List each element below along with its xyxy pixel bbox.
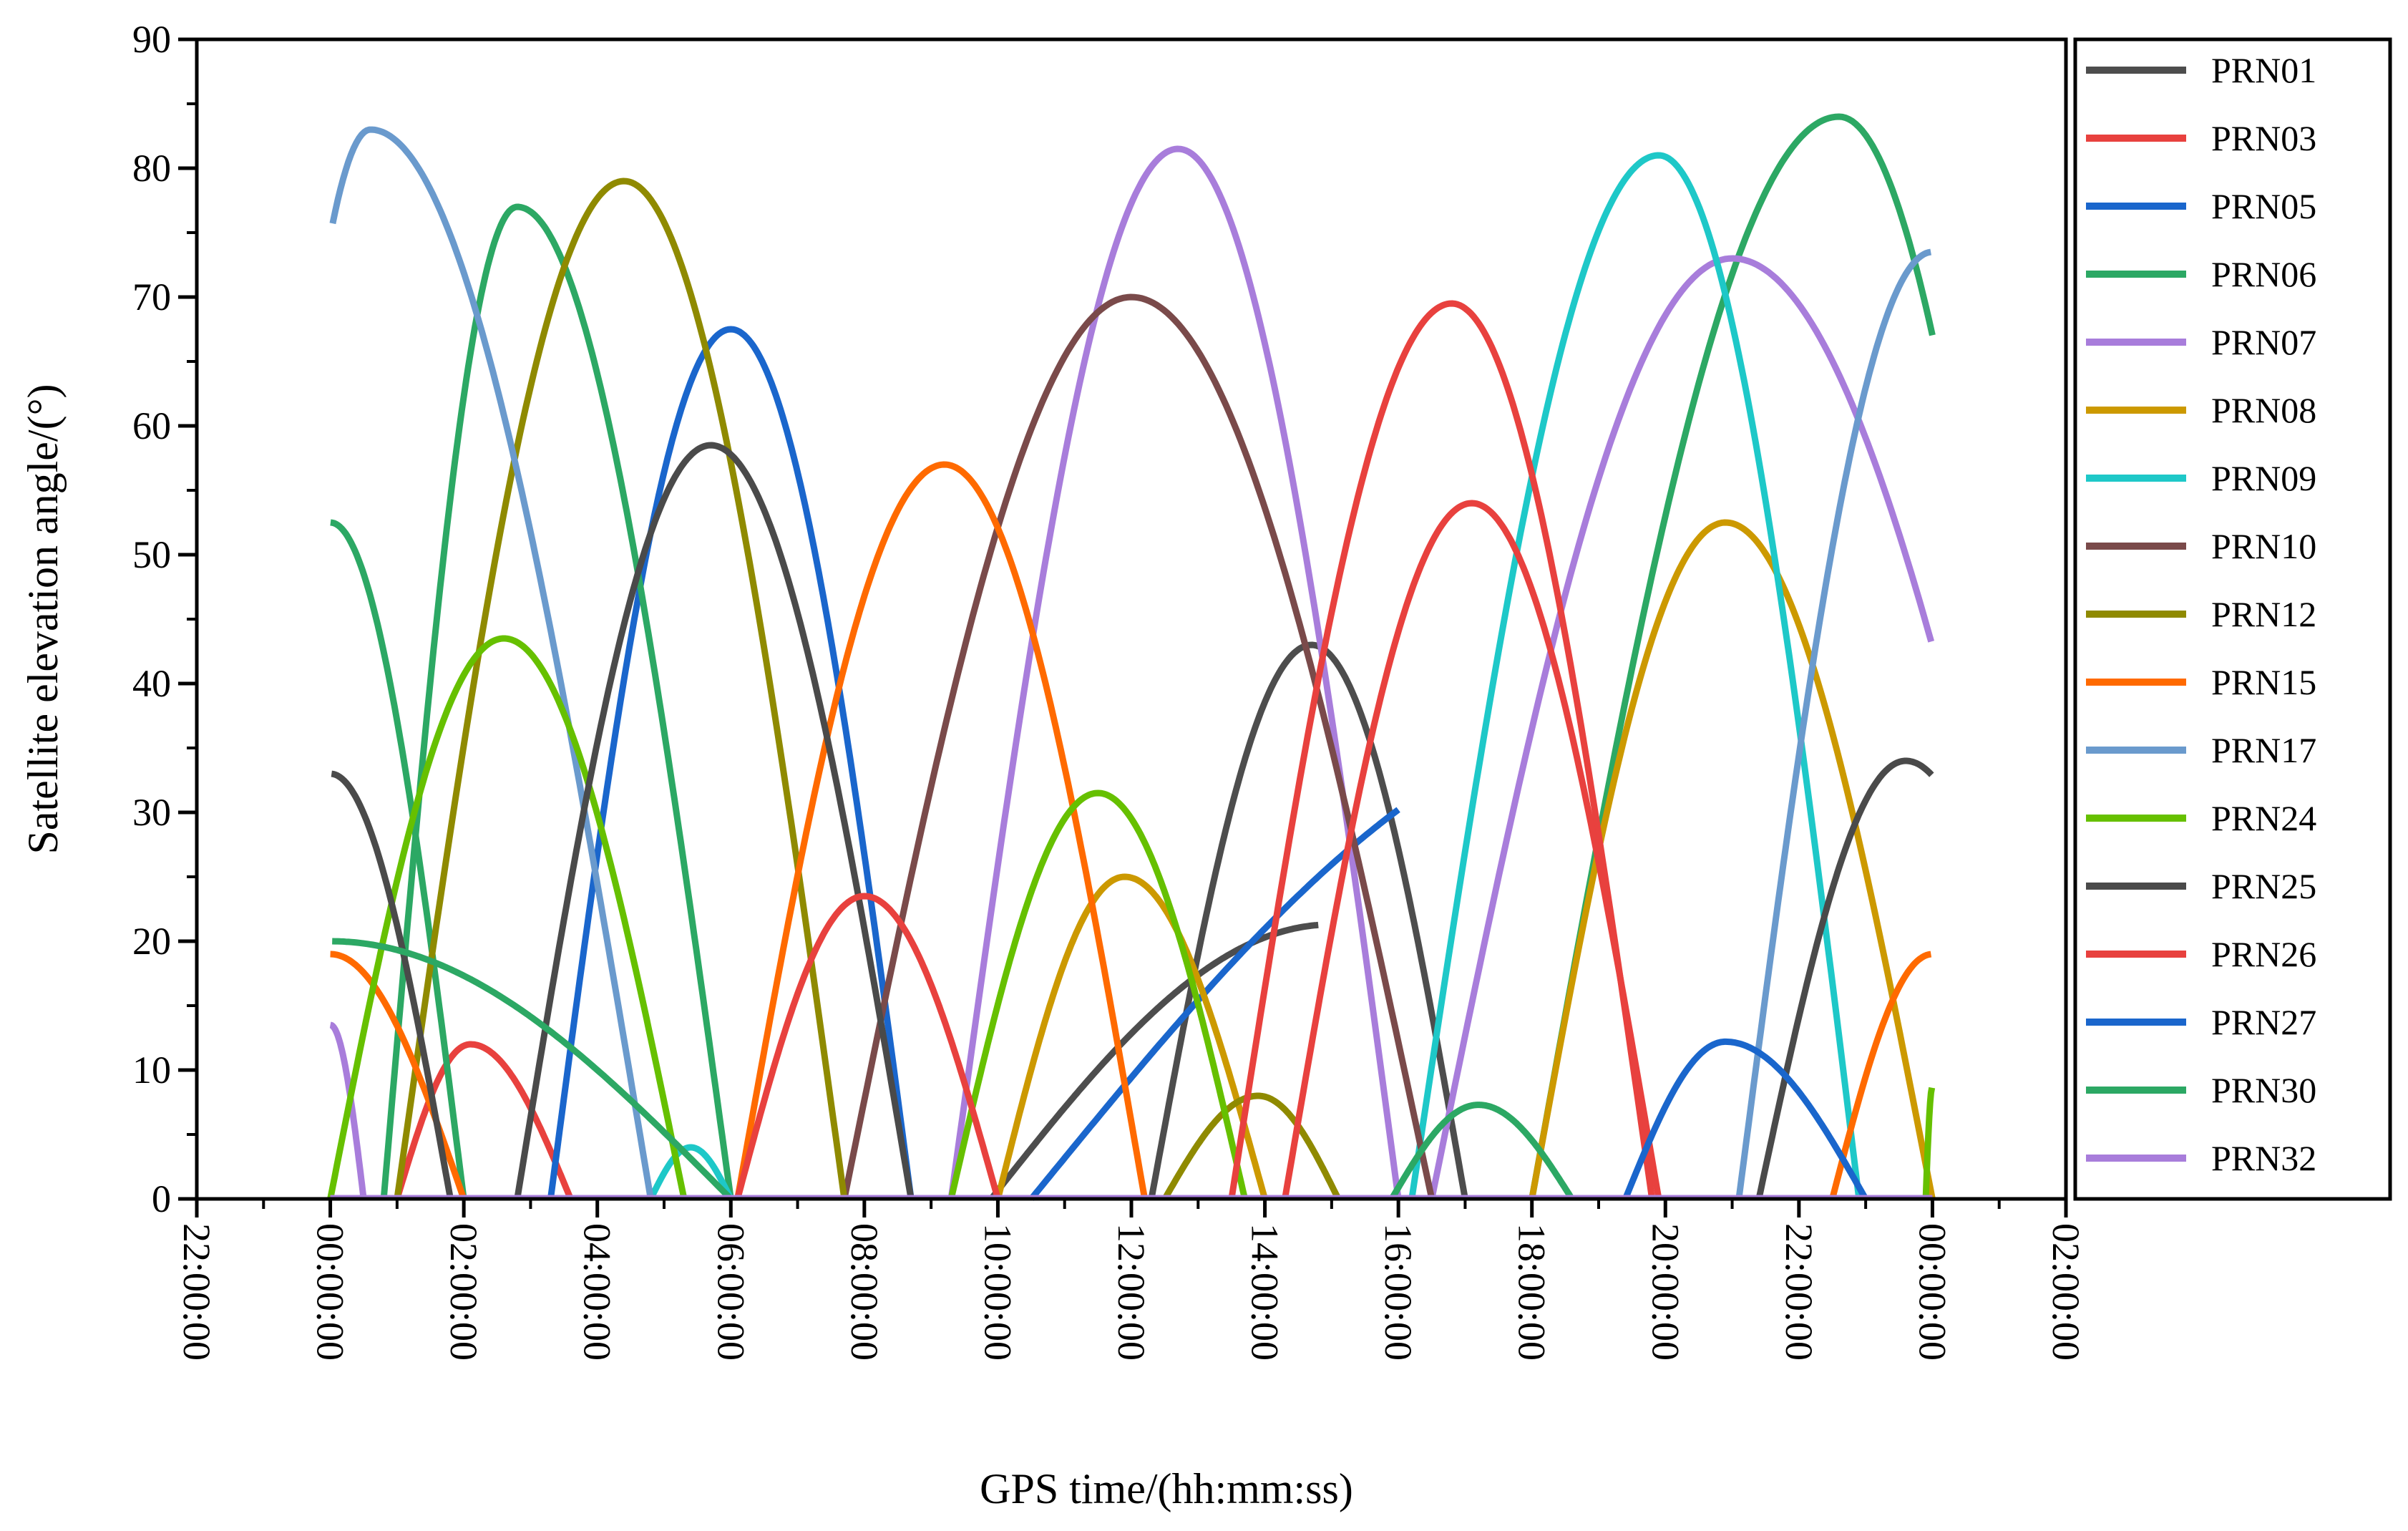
y-tick-label: 10 xyxy=(132,1049,171,1092)
legend-label: PRN15 xyxy=(2211,662,2316,702)
series-line-prn06 xyxy=(1529,113,1936,1200)
y-tick-label: 60 xyxy=(132,404,171,447)
x-tick-label: 00:00:00 xyxy=(309,1223,352,1361)
legend-label: PRN03 xyxy=(2211,118,2316,158)
series-line-prn17 xyxy=(329,126,654,1200)
x-tick-label: 10:00:00 xyxy=(976,1223,1019,1361)
legend-box xyxy=(2073,37,2392,1201)
legend-label: PRN30 xyxy=(2211,1070,2316,1110)
series-line-prn25 xyxy=(330,770,454,1200)
legend-label: PRN17 xyxy=(2211,730,2316,770)
series-line-prn05 xyxy=(547,326,915,1200)
series-line-prn26 xyxy=(734,893,1001,1200)
x-tick-label: 08:00:00 xyxy=(843,1223,886,1361)
y-tick-label: 70 xyxy=(132,276,171,319)
series-line-prn01 xyxy=(988,921,1320,1201)
series-line-prn07 xyxy=(947,145,1402,1200)
legend-label: PRN27 xyxy=(2211,1002,2316,1042)
x-tick-label: 22:00:00 xyxy=(175,1223,218,1361)
y-tick-label: 80 xyxy=(132,147,171,190)
x-tick-label: 14:00:00 xyxy=(1244,1223,1287,1361)
legend: PRN01 PRN03 PRN05 PRN06 PRN07 PRN08 PRN09 PRN10… xyxy=(2086,50,2316,1178)
series-line-prn24 xyxy=(1922,1087,1936,1200)
legend-label: PRN05 xyxy=(2211,186,2316,226)
series-line-prn24 xyxy=(947,789,1248,1200)
legend-label: PRN26 xyxy=(2211,934,2316,974)
x-tick-label: 18:00:00 xyxy=(1511,1223,1554,1361)
legend-label: PRN06 xyxy=(2211,254,2316,294)
series-line-prn26 xyxy=(1228,300,1656,1200)
series-line-prn10 xyxy=(841,293,1435,1200)
y-tick-label: 90 xyxy=(132,18,171,61)
series-line-prn06 xyxy=(380,203,734,1200)
series-line-prn26 xyxy=(1282,500,1662,1200)
series-line-prn07 xyxy=(328,1021,367,1200)
x-tick-label: 04:00:00 xyxy=(576,1223,619,1361)
series-line-prn12 xyxy=(394,178,848,1200)
series-line-prn17 xyxy=(1735,248,1932,1200)
series-line-prn25 xyxy=(514,442,915,1200)
x-tick-label: 06:00:00 xyxy=(709,1223,752,1361)
x-tick-label: 12:00:00 xyxy=(1110,1223,1153,1361)
legend-label: PRN12 xyxy=(2211,594,2316,634)
legend-label: PRN09 xyxy=(2211,458,2316,498)
series-line-prn25 xyxy=(1755,757,1934,1200)
series-line-prn15 xyxy=(734,461,1149,1200)
y-tick-label: 20 xyxy=(132,920,171,963)
series-line-prn03 xyxy=(394,1041,574,1200)
x-tick-label: 02:00:00 xyxy=(2044,1223,2087,1361)
series-line-prn05 xyxy=(1028,807,1400,1201)
y-axis-title: Satellite elevation angle/(°) xyxy=(19,384,67,854)
series-line-prn15 xyxy=(1829,951,1932,1200)
x-tick-label: 00:00:00 xyxy=(1911,1223,1954,1361)
x-tick-label: 22:00:00 xyxy=(1778,1223,1820,1361)
legend-label: PRN32 xyxy=(2211,1138,2316,1178)
series-line-prn27 xyxy=(1622,1038,1869,1201)
series-line-prn12 xyxy=(1161,1092,1342,1201)
series-line-prn07 xyxy=(1428,255,1935,1200)
legend-label: PRN10 xyxy=(2211,526,2316,566)
x-tick-label: 02:00:00 xyxy=(442,1223,485,1361)
series-line-prn09 xyxy=(648,1144,734,1202)
y-tick-label: 30 xyxy=(132,791,171,834)
y-tick-label: 40 xyxy=(132,662,171,705)
series-line-prn09 xyxy=(1408,152,1863,1200)
legend-label: PRN08 xyxy=(2211,390,2316,430)
legend-label: PRN07 xyxy=(2211,322,2316,362)
y-tick-label: 0 xyxy=(152,1177,171,1220)
series-line-prn30 xyxy=(331,938,733,1202)
series-line-prn24 xyxy=(327,635,688,1200)
series-lines xyxy=(327,113,1936,1202)
y-tick-label: 50 xyxy=(132,533,171,576)
axes: 0 10 20 30 40 50 60 70 80 90 22:00:00 00:00:00 02:00… xyxy=(132,18,2087,1361)
series-line-prn06 xyxy=(329,519,467,1200)
legend-label: PRN01 xyxy=(2211,50,2316,90)
series-line-prn30 xyxy=(1388,1102,1575,1201)
legend-label: PRN25 xyxy=(2211,866,2316,906)
legend-label: PRN24 xyxy=(2211,798,2316,838)
x-axis-title: GPS time/(hh:mm:ss) xyxy=(980,1465,1353,1512)
x-tick-label: 20:00:00 xyxy=(1644,1223,1687,1361)
x-tick-label: 16:00:00 xyxy=(1377,1223,1420,1361)
series-line-prn08 xyxy=(995,873,1268,1200)
